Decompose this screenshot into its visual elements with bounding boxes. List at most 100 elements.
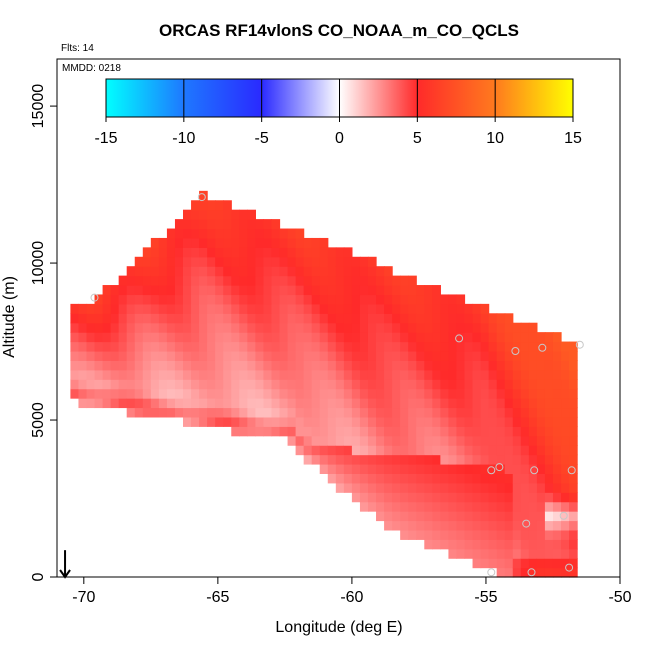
heatmap-cell (183, 266, 192, 277)
heatmap-cell (303, 435, 313, 446)
heatmap-cell (400, 350, 409, 361)
heatmap-cell (456, 379, 466, 390)
heatmap-cell (191, 247, 200, 258)
heatmap-cell (247, 416, 256, 427)
heatmap-cell (183, 350, 192, 361)
heatmap-cell (464, 501, 474, 512)
heatmap-cell (263, 426, 273, 437)
heatmap-cell (561, 388, 570, 399)
heatmap-cell (561, 360, 570, 371)
heatmap-cell (416, 398, 425, 409)
heatmap-cell (416, 529, 425, 540)
heatmap-cell (287, 285, 297, 296)
heatmap-cell (416, 454, 425, 465)
heatmap-cell (464, 445, 474, 456)
heatmap-cell (456, 398, 466, 409)
heatmap-cell (392, 473, 401, 484)
heatmap-cell (191, 285, 200, 296)
y-axis-label: Altitude (m) (1, 276, 18, 358)
heatmap-cell (496, 529, 506, 540)
heatmap-cell (94, 294, 104, 305)
heatmap-cell (255, 303, 265, 314)
heatmap-cell (191, 313, 200, 324)
heatmap-cell (416, 445, 425, 456)
heatmap-cell (456, 369, 466, 380)
heatmap-cell (110, 322, 120, 333)
heatmap-cell (376, 388, 385, 399)
heatmap-cell (94, 313, 104, 324)
heatmap-cell (384, 369, 393, 380)
heatmap-cell (424, 407, 433, 418)
heatmap-cell (416, 520, 425, 531)
heatmap-cell (432, 360, 441, 371)
heatmap-cell (231, 294, 240, 305)
heatmap-cell (480, 426, 490, 437)
heatmap-cell (351, 435, 361, 446)
heatmap-cell (150, 285, 160, 296)
heatmap-cell (239, 369, 248, 380)
heatmap-cell (544, 558, 554, 569)
heatmap-cell (544, 501, 554, 512)
heatmap-cell (191, 407, 200, 418)
heatmap-cell (496, 322, 506, 333)
x-axis-label: Longitude (deg E) (275, 619, 402, 636)
heatmap-cell (496, 360, 506, 371)
heatmap-cell (215, 416, 224, 427)
heatmap-cell (255, 275, 265, 286)
heatmap-cell (327, 313, 337, 324)
heatmap-cell (183, 237, 192, 248)
heatmap-cell (287, 388, 297, 399)
heatmap-cell (239, 294, 248, 305)
heatmap-cell (199, 313, 208, 324)
heatmap-cell (384, 482, 393, 493)
heatmap-cell (319, 445, 329, 456)
heatmap-cell (512, 360, 522, 371)
heatmap-cell (70, 322, 80, 333)
colorbar-tick-label: 15 (564, 130, 582, 147)
heatmap-cell (343, 454, 353, 465)
heatmap-cell (319, 237, 329, 248)
heatmap-cell (207, 369, 216, 380)
heatmap-cell (359, 454, 369, 465)
heatmap-cell (384, 463, 393, 474)
heatmap-cell (118, 303, 128, 314)
heatmap-cell (231, 350, 240, 361)
heatmap-cell (215, 350, 224, 361)
heatmap-cell (472, 511, 482, 522)
heatmap-cell (512, 558, 522, 569)
heatmap-cell (207, 200, 216, 211)
heatmap-cell (215, 247, 224, 258)
heatmap-cell (295, 322, 305, 333)
heatmap-cell (544, 388, 554, 399)
heatmap-cell (544, 360, 554, 371)
heatmap-cell (432, 341, 441, 352)
heatmap-cell (448, 294, 458, 305)
heatmap-cell (552, 350, 562, 361)
heatmap-cell (271, 350, 281, 361)
heatmap-cell (191, 369, 200, 380)
heatmap-cell (126, 303, 136, 314)
heatmap-cell (504, 529, 514, 540)
heatmap-cell (239, 388, 248, 399)
heatmap-cell (400, 369, 409, 380)
heatmap-cell (448, 379, 458, 390)
heatmap-cell (335, 398, 345, 409)
heatmap-cell (311, 266, 321, 277)
heatmap-cell (263, 237, 273, 248)
heatmap-cell (569, 426, 578, 437)
heatmap-cell (448, 511, 458, 522)
heatmap-cell (520, 501, 530, 512)
heatmap-cell (416, 341, 425, 352)
heatmap-cell (392, 445, 401, 456)
heatmap-cell (215, 407, 224, 418)
heatmap-cell (351, 285, 361, 296)
heatmap-cell (78, 322, 88, 333)
heatmap-cell (552, 558, 562, 569)
heatmap-cell (472, 539, 482, 550)
heatmap-cell (199, 350, 208, 361)
heatmap-cell (552, 511, 562, 522)
heatmap-cell (488, 360, 498, 371)
heatmap-cell (561, 501, 570, 512)
heatmap-cell (416, 482, 425, 493)
heatmap-cell (166, 332, 176, 343)
